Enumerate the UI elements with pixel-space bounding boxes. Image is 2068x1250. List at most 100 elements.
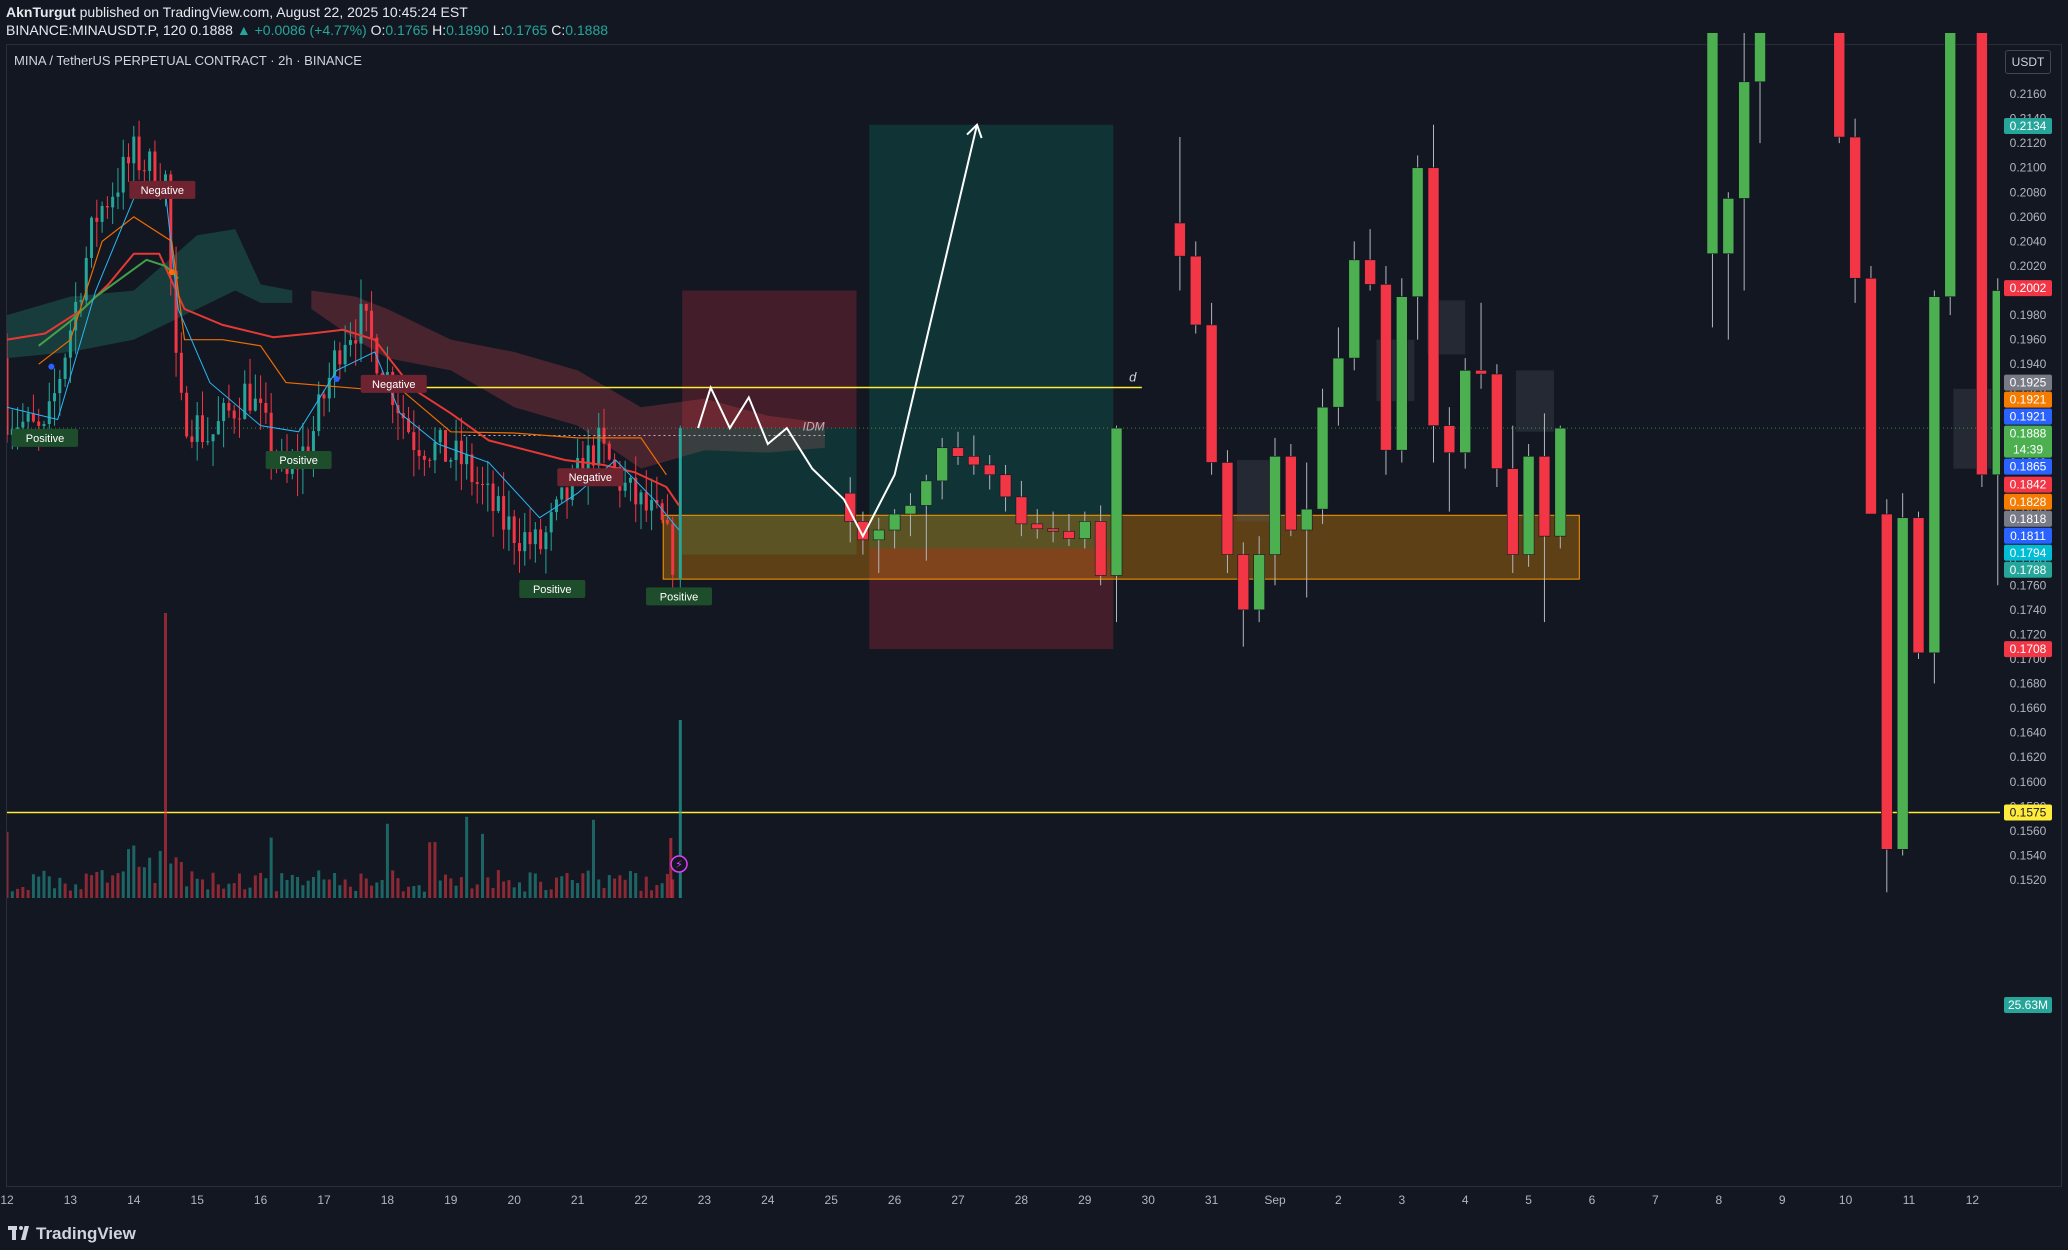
volume-bar (179, 861, 183, 898)
candle-bearish (1881, 513, 1893, 850)
candle-bullish (1300, 508, 1313, 531)
volume-bar (253, 875, 257, 898)
candle-bearish (1094, 521, 1107, 576)
volume-bar (95, 872, 99, 898)
hist-candle (639, 492, 643, 505)
volume-bar (496, 870, 500, 898)
volume-bar (454, 885, 458, 898)
hist-candle (417, 450, 421, 456)
hist-candle (507, 516, 511, 530)
volume-bar (68, 890, 72, 898)
volume-bar (507, 880, 511, 898)
y-tick-label: 0.1600 (2010, 775, 2047, 789)
volume-bar (665, 873, 669, 898)
price-axis-countdown: 14:39 (2013, 443, 2043, 457)
hist-candle (243, 383, 247, 419)
hist-candle (63, 357, 67, 379)
hist-candle (665, 519, 669, 524)
volume-bar (385, 823, 389, 898)
volume-bar (671, 879, 675, 898)
volume-bar (449, 878, 453, 898)
y-tick-label: 0.1520 (2010, 873, 2047, 887)
y-tick-label: 0.1540 (2010, 848, 2047, 862)
candle-bearish (983, 464, 996, 476)
tradingview-logo[interactable]: TradingView (8, 1224, 136, 1244)
volume-bar (644, 876, 648, 898)
price-axis-label-text: 0.1888 (2010, 427, 2047, 441)
price-axis-label-bg (2004, 374, 2052, 391)
hist-candle (232, 410, 236, 419)
symbol-ohlc-line: BINANCE:MINAUSDT.P, 120 0.1888 ▲ +0.0086… (6, 22, 608, 38)
candle-bullish (920, 480, 933, 506)
volume-bar (655, 885, 659, 898)
price-axis-label-text: 0.1925 (2010, 376, 2047, 390)
hist-candle (111, 196, 115, 208)
volume-bar (16, 888, 20, 898)
publisher-name[interactable]: AknTurgut (6, 4, 76, 20)
y-tick-label: 0.1660 (2010, 701, 2047, 715)
hist-candle (42, 424, 46, 426)
hist-candle (650, 499, 654, 511)
hist-candle (475, 482, 479, 484)
hist-candle (333, 350, 337, 378)
volume-bar (549, 889, 553, 898)
volume-bar (79, 889, 83, 898)
volume-bar (628, 871, 632, 898)
lightning-icon (670, 855, 688, 873)
price-axis-label-bg (2004, 408, 2052, 425)
y-tick-label: 0.1940 (2010, 357, 2047, 371)
candle-bearish (1189, 255, 1202, 326)
hist-candle (348, 340, 352, 345)
x-tick-label: 13 (64, 1193, 78, 1207)
volume-bar (47, 876, 51, 898)
x-tick-label: 20 (508, 1193, 522, 1207)
volume-bar (354, 890, 358, 898)
chart-pane[interactable] (6, 44, 2062, 1187)
price-change: ▲ +0.0086 (+4.77%) (236, 22, 367, 38)
hist-candle (613, 459, 617, 468)
candle-bullish (1754, 33, 1766, 83)
hist-candle (412, 432, 416, 451)
hist-candle (211, 434, 215, 442)
hist-candle (554, 499, 558, 513)
price-axis-label-bg (2004, 804, 2052, 821)
price-axis-label-text: 0.1828 (2010, 495, 2047, 509)
hist-candle (623, 482, 627, 491)
volume-bar (343, 879, 347, 898)
hist-candle (644, 492, 648, 511)
volume-bar (31, 874, 35, 898)
x-tick-label: 8 (1715, 1193, 1722, 1207)
volume-bar (618, 875, 622, 898)
candle-bearish (1443, 425, 1456, 453)
idm-label: IDM (803, 419, 825, 433)
tradingview-logo-icon (8, 1226, 30, 1240)
signal-pos: Positive (12, 428, 79, 447)
hist-candle (317, 394, 321, 432)
currency-button[interactable]: USDT (2005, 50, 2051, 74)
volume-bar (428, 842, 432, 898)
hist-candle (237, 418, 241, 420)
y-tick-label: 0.2040 (2010, 234, 2047, 248)
low-value: 0.1765 (504, 22, 548, 38)
candle-bullish (1110, 427, 1123, 576)
signal-dot (333, 375, 340, 382)
hist-candle (116, 192, 120, 197)
price-axis-label-bg (2004, 561, 2052, 578)
volume-bar (164, 613, 167, 898)
hist-candle (169, 174, 173, 271)
hist-candle (264, 403, 268, 413)
x-tick-label: 21 (571, 1193, 585, 1207)
candle-bearish (1506, 468, 1519, 555)
volume-bar (174, 857, 178, 898)
hist-candle (359, 304, 363, 344)
y-tick-label: 0.2060 (2010, 210, 2047, 224)
volume-bar (581, 873, 585, 898)
hist-candle (7, 358, 9, 435)
volume-bar (53, 888, 57, 898)
x-tick-label: 31 (1205, 1193, 1219, 1207)
price-axis-label: 0.1842 (2004, 476, 2052, 493)
volume-bar (333, 873, 337, 898)
open-value: 0.1765 (385, 22, 429, 38)
volume-bar (137, 866, 141, 898)
